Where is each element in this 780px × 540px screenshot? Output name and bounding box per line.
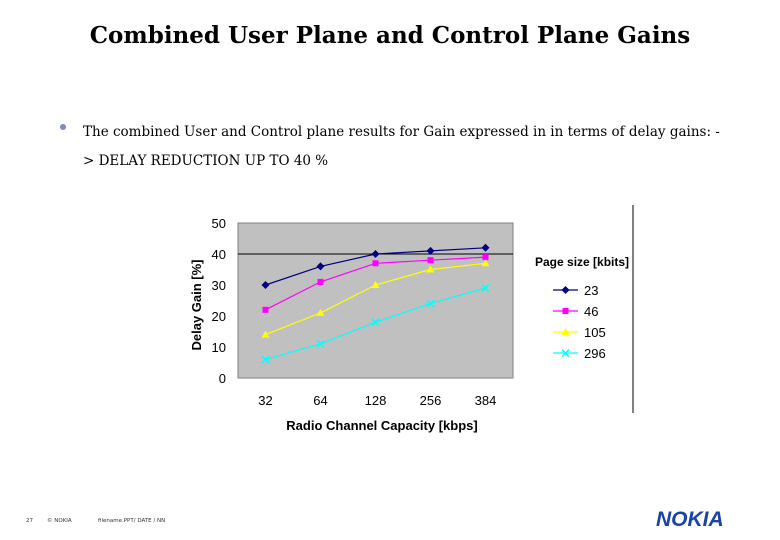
y-tick-label: 20 [212, 309, 226, 324]
x-tick-label: 384 [475, 393, 497, 408]
legend-swatch-marker-stroke [561, 348, 570, 358]
y-tick-label: 0 [219, 371, 226, 386]
y-tick-label: 40 [212, 247, 226, 262]
data-point-296-stroke [316, 339, 325, 348]
data-point-23 [426, 246, 435, 255]
data-point-296-stroke [481, 284, 490, 293]
bullet-icon [60, 124, 66, 130]
legend-swatch-marker [562, 308, 569, 314]
footer-document: filename.PPT/ DATE / NN [98, 518, 166, 524]
legend-label-46: 46 [584, 304, 598, 319]
data-point-296-stroke [426, 299, 435, 308]
data-point-105 [371, 281, 380, 288]
y-tick-label: 30 [212, 278, 226, 293]
x-tick-label: 128 [365, 393, 387, 408]
data-point-296 [426, 299, 435, 308]
data-point-23 [371, 250, 380, 258]
data-point-105 [316, 308, 325, 316]
bullet-text: The combined User and Control plane resu… [83, 124, 720, 169]
legend-label-23: 23 [584, 283, 598, 298]
footer-copyright: © NOKIA [47, 518, 72, 524]
data-point-46 [427, 257, 434, 264]
delay-gain-chart: 0 10 20 30 40 50 32 64 128 256 384 Delay Gain [%]… [189, 205, 634, 433]
data-point-296-stroke [371, 318, 380, 327]
data-point-296 [316, 339, 325, 348]
legend-swatch-marker [561, 328, 570, 335]
data-point-105 [481, 259, 490, 267]
data-point-23 [481, 243, 490, 252]
data-point-46 [372, 260, 379, 267]
x-tick-label: 32 [258, 393, 272, 408]
data-point-46 [482, 254, 489, 261]
data-point-105 [426, 265, 435, 273]
x-tick-label: 256 [420, 393, 442, 408]
x-tick-label: 64 [313, 393, 327, 408]
data-point-105 [261, 330, 270, 338]
y-tick-label: 10 [212, 340, 226, 355]
data-point-23 [261, 281, 270, 289]
data-point-296 [371, 318, 380, 327]
data-point-296 [261, 355, 270, 364]
legend-title: Page size [kbits] [535, 255, 629, 269]
footer-page-number: 27 [26, 518, 33, 524]
plot-area [237, 222, 514, 379]
data-point-46 [262, 306, 269, 313]
legend-swatch-marker [561, 348, 570, 358]
legend-label-296: 296 [584, 346, 606, 361]
nokia-logo: NOKIA [656, 508, 724, 531]
legend-label-105: 105 [584, 325, 606, 340]
data-point-296 [481, 284, 490, 293]
slide-title: Combined User Plane and Control Plane Ga… [89, 22, 691, 49]
data-point-23 [316, 262, 325, 271]
y-tick-label: 50 [212, 216, 226, 231]
data-point-46 [317, 278, 324, 285]
x-axis-label: Radio Channel Capacity [kbps] [286, 418, 477, 433]
legend-swatch-marker [561, 286, 570, 294]
data-point-296-stroke [261, 355, 270, 364]
y-axis-label: Delay Gain [%] [189, 259, 204, 350]
